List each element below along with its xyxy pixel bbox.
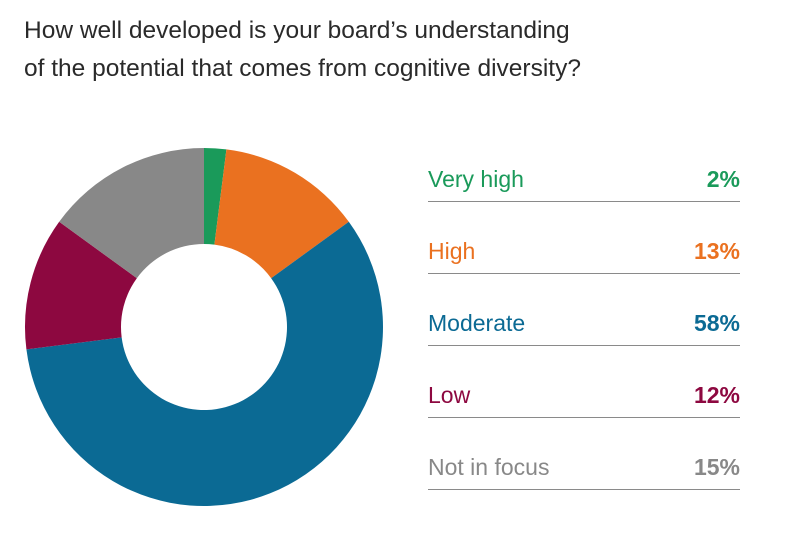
chart-title-line-1: How well developed is your board’s under… (24, 17, 570, 44)
legend-divider (428, 489, 740, 490)
legend-label-high: High (428, 238, 476, 264)
legend-value-not-in-focus: 15% (693, 454, 740, 480)
legend-label-low: Low (428, 382, 471, 408)
donut-slice-low (24, 221, 137, 350)
legend-row-not-in-focus: Not in focus 15% (428, 438, 740, 510)
legend-value-moderate: 58% (693, 310, 740, 336)
chart-title: How well developed is your board’s under… (24, 12, 764, 88)
legend-value-low: 12% (693, 382, 740, 408)
legend-divider (428, 201, 740, 202)
legend-value-very-high: 2% (706, 166, 740, 192)
legend-divider (428, 345, 740, 346)
legend-divider (428, 273, 740, 274)
legend-label-not-in-focus: Not in focus (428, 454, 550, 480)
legend-row-moderate: Moderate 58% (428, 294, 740, 366)
donut-slice-moderate (26, 221, 384, 506)
legend-value-high: 13% (693, 238, 740, 264)
donut-slice-very-high (204, 148, 227, 245)
donut-slice-high (214, 149, 349, 279)
legend-label-very-high: Very high (428, 166, 524, 192)
legend-row-very-high: Very high 2% (428, 150, 740, 222)
legend-label-moderate: Moderate (428, 310, 526, 336)
legend-row-low: Low 12% (428, 366, 740, 438)
donut-slice-not-in-focus (59, 148, 204, 279)
legend-divider (428, 417, 740, 418)
donut-chart (24, 148, 384, 506)
legend-row-high: High 13% (428, 222, 740, 294)
chart-title-line-2: of the potential that comes from cogniti… (24, 55, 581, 82)
legend: Very high 2% High 13% Moderate 58% Low 12% Not i… (428, 150, 740, 510)
